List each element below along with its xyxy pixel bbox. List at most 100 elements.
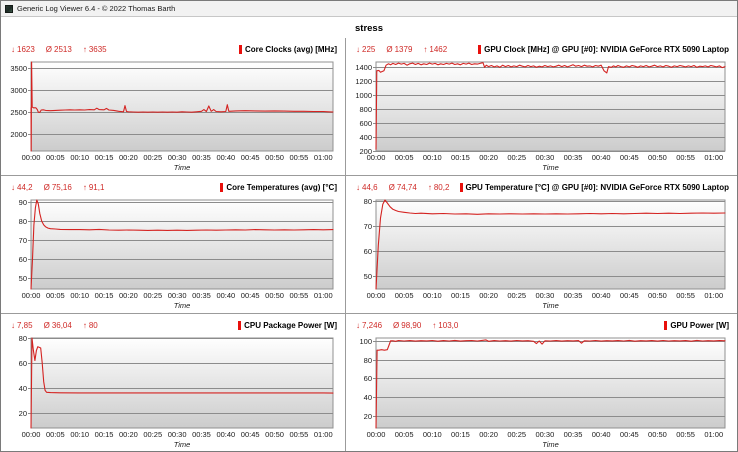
svg-text:50: 50 xyxy=(364,272,372,281)
svg-text:00:25: 00:25 xyxy=(143,430,162,439)
svg-text:00:25: 00:25 xyxy=(507,153,526,162)
chart-stats: ↓ 7,246 Ø 98,90 ↑ 103,0 xyxy=(356,321,458,330)
up-arrow-icon: ↑ xyxy=(423,45,428,54)
svg-text:00:30: 00:30 xyxy=(535,153,554,162)
avg-stat: Ø 74,74 xyxy=(389,183,417,192)
svg-text:00:20: 00:20 xyxy=(119,291,138,300)
svg-text:00:50: 00:50 xyxy=(648,291,667,300)
legend-color-icon xyxy=(664,321,668,330)
svg-text:400: 400 xyxy=(359,133,372,142)
svg-text:00:40: 00:40 xyxy=(216,291,235,300)
chart-panel-core-temperatures: ↓ 44,2 Ø 75,16 ↑ 91,1 Core Temperatures (av… xyxy=(1,176,346,314)
min-stat: ↓ 7,85 xyxy=(11,321,33,330)
svg-text:00:00: 00:00 xyxy=(367,291,386,300)
svg-text:00:15: 00:15 xyxy=(451,430,470,439)
chart-plot: 200 400 600 800 1000 1200 1400 00:00 00:05 00:10 0… xyxy=(349,58,730,173)
window-title: Generic Log Viewer 6.4 - © 2022 Thomas B… xyxy=(17,4,176,13)
down-arrow-icon: ↓ xyxy=(356,183,360,192)
min-stat: ↓ 225 xyxy=(356,45,375,54)
min-value: 7,85 xyxy=(17,321,33,330)
svg-text:00:25: 00:25 xyxy=(507,430,526,439)
page-title: stress xyxy=(355,23,383,34)
svg-text:00:55: 00:55 xyxy=(676,430,695,439)
svg-text:00:15: 00:15 xyxy=(451,291,470,300)
chart-header: ↓ 44,6 Ø 74,74 ↑ 80,2 GPU Temperature [°C] … xyxy=(349,176,730,196)
svg-text:00:15: 00:15 xyxy=(95,430,114,439)
svg-text:60: 60 xyxy=(364,374,372,383)
svg-text:00:15: 00:15 xyxy=(451,153,470,162)
svg-text:00:10: 00:10 xyxy=(423,291,442,300)
chart-header: ↓ 7,246 Ø 98,90 ↑ 103,0 GPU Power [W] xyxy=(349,314,730,334)
svg-text:00:40: 00:40 xyxy=(216,430,235,439)
max-stat: ↑ 80 xyxy=(83,321,98,330)
svg-text:00:05: 00:05 xyxy=(46,153,65,162)
svg-text:00:45: 00:45 xyxy=(241,430,260,439)
svg-text:00:40: 00:40 xyxy=(592,430,611,439)
svg-text:00:25: 00:25 xyxy=(143,153,162,162)
chart-stats: ↓ 225 Ø 1379 ↑ 1462 xyxy=(356,45,447,54)
svg-text:00:15: 00:15 xyxy=(95,291,114,300)
up-arrow-icon: ↑ xyxy=(82,45,87,54)
svg-text:01:00: 01:00 xyxy=(704,153,723,162)
svg-text:00:35: 00:35 xyxy=(192,153,211,162)
avg-sign-icon: Ø xyxy=(43,183,50,192)
svg-text:00:45: 00:45 xyxy=(620,430,639,439)
max-value: 91,1 xyxy=(88,183,105,192)
chart-title-wrap: GPU Temperature [°C] @ GPU [#0]: NVIDIA … xyxy=(459,183,730,192)
chart-title: GPU Temperature [°C] @ GPU [#0]: NVIDIA … xyxy=(465,183,730,192)
svg-text:00:00: 00:00 xyxy=(22,153,41,162)
down-arrow-icon: ↓ xyxy=(11,321,15,330)
svg-text:70: 70 xyxy=(364,222,372,231)
svg-text:50: 50 xyxy=(19,274,27,283)
svg-text:00:35: 00:35 xyxy=(192,430,211,439)
avg-sign-icon: Ø xyxy=(386,45,393,54)
svg-text:00:10: 00:10 xyxy=(423,430,442,439)
svg-text:200: 200 xyxy=(359,147,372,156)
min-value: 7,246 xyxy=(362,321,383,330)
legend-color-icon xyxy=(459,183,463,192)
down-arrow-icon: ↓ xyxy=(11,45,15,54)
svg-text:3500: 3500 xyxy=(10,64,27,73)
svg-text:00:35: 00:35 xyxy=(564,153,583,162)
avg-stat: Ø 98,90 xyxy=(393,321,421,330)
svg-text:00:45: 00:45 xyxy=(241,291,260,300)
svg-text:80: 80 xyxy=(19,334,27,343)
svg-text:00:35: 00:35 xyxy=(564,291,583,300)
min-value: 1623 xyxy=(17,45,35,54)
svg-text:600: 600 xyxy=(359,119,372,128)
svg-text:00:25: 00:25 xyxy=(507,291,526,300)
svg-text:00:10: 00:10 xyxy=(423,153,442,162)
chart-panel-cpu-package-power: ↓ 7,85 Ø 36,04 ↑ 80 CPU Package Power [W] 2… xyxy=(1,314,346,451)
avg-stat: Ø 75,16 xyxy=(44,183,72,192)
chart-title: Core Temperatures (avg) [°C] xyxy=(226,183,337,192)
chart-title: Core Clocks (avg) [MHz] xyxy=(244,45,337,54)
title-bar[interactable]: Generic Log Viewer 6.4 - © 2022 Thomas B… xyxy=(1,1,737,17)
avg-sign-icon: Ø xyxy=(43,321,50,330)
svg-text:00:55: 00:55 xyxy=(676,153,695,162)
down-arrow-icon: ↓ xyxy=(11,183,15,192)
svg-text:Time: Time xyxy=(174,163,191,172)
svg-text:70: 70 xyxy=(19,236,27,245)
svg-text:00:20: 00:20 xyxy=(479,153,498,162)
svg-text:00:55: 00:55 xyxy=(676,291,695,300)
legend-color-icon xyxy=(238,45,242,54)
chart-plot: 2000 2500 3000 3500 00:00 00:05 00:10 00:15 00:2… xyxy=(4,58,338,173)
chart-stats: ↓ 1623 Ø 2513 ↑ 3635 xyxy=(11,45,107,54)
svg-text:20: 20 xyxy=(19,409,27,418)
chart-header: ↓ 44,2 Ø 75,16 ↑ 91,1 Core Temperatures (av… xyxy=(4,176,338,196)
avg-value: 1379 xyxy=(394,45,413,54)
svg-text:3000: 3000 xyxy=(10,86,27,95)
chart-title-wrap: GPU Power [W] xyxy=(664,321,729,330)
chart-panel-core-clocks: ↓ 1623 Ø 2513 ↑ 3635 Core Clocks (avg) [MHz… xyxy=(1,38,346,176)
svg-text:00:30: 00:30 xyxy=(168,153,187,162)
svg-text:60: 60 xyxy=(19,255,27,264)
max-value: 80 xyxy=(88,321,98,330)
legend-color-icon xyxy=(220,183,224,192)
svg-text:00:30: 00:30 xyxy=(168,291,187,300)
svg-text:Time: Time xyxy=(174,440,191,449)
svg-text:00:05: 00:05 xyxy=(46,430,65,439)
svg-text:2000: 2000 xyxy=(10,130,27,139)
avg-sign-icon: Ø xyxy=(388,183,395,192)
svg-text:00:30: 00:30 xyxy=(535,291,554,300)
svg-text:00:00: 00:00 xyxy=(367,153,386,162)
